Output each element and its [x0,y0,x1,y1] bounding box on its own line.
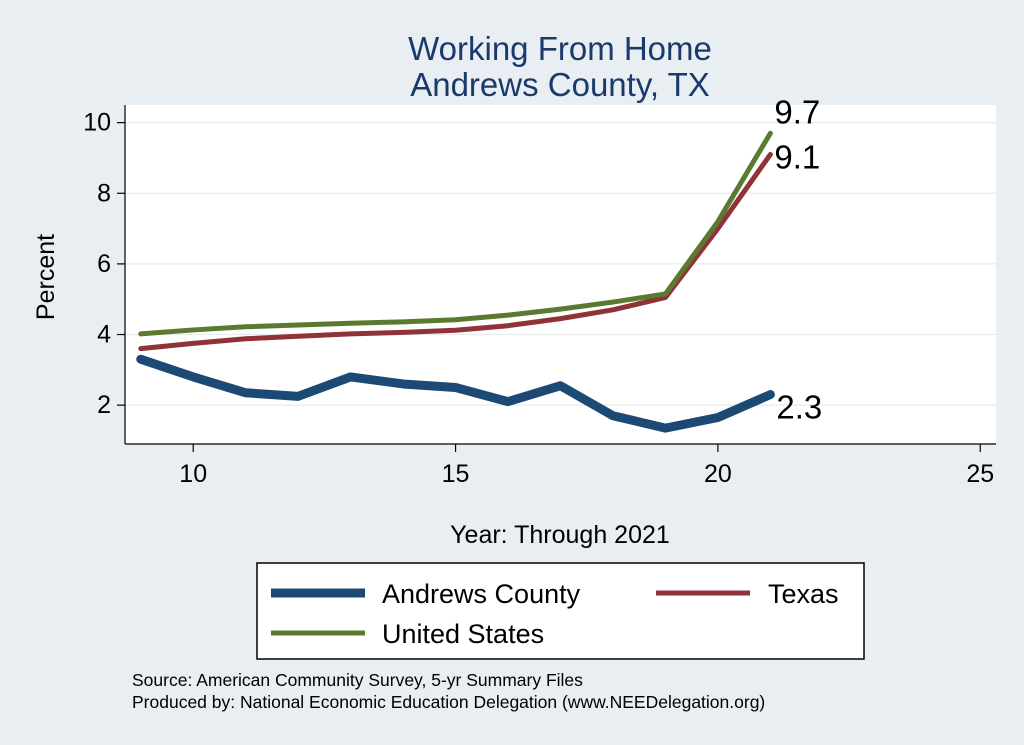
x-tick-label-10: 10 [179,460,207,488]
series-line-andrews-county [136,354,775,433]
y-tick-label-6: 6 [97,250,111,278]
x-tick-label-20: 20 [704,460,732,488]
x-tick-label-25: 25 [966,460,994,488]
series-line-texas [138,151,773,352]
legend-box [256,562,865,660]
y-tick-label-2: 2 [97,391,111,419]
y-axis-label: Percent [32,234,60,320]
data-label-united-states: 9.7 [774,93,820,130]
legend-label-texas: Texas [768,579,839,609]
y-tick-label-10: 10 [83,109,111,137]
series-end-point-texas [768,152,773,157]
series-line-united-states [138,130,773,337]
series-end-point-andrews-county [768,392,773,397]
data-label-texas: 9.1 [774,138,820,175]
x-tick-label-15: 15 [442,460,470,488]
footer-produced-by: Produced by: National Economic Education… [132,692,766,712]
series-end-point-united-states [768,131,773,136]
chart-title-line-1: Working From Home [408,30,712,67]
y-tick-label-4: 4 [97,321,111,349]
y-tick-label-8: 8 [97,179,111,207]
legend: Andrews County Texas United States [256,562,865,660]
footer-source: Source: American Community Survey, 5-yr … [132,670,583,690]
legend-label-andrews-county: Andrews County [382,579,581,609]
chart-title-line-2: Andrews County, TX [410,66,710,103]
data-label-andrews-county: 2.3 [776,389,822,426]
legend-label-united-states: United States [382,619,544,649]
x-axis-label: Year: Through 2021 [450,521,670,549]
